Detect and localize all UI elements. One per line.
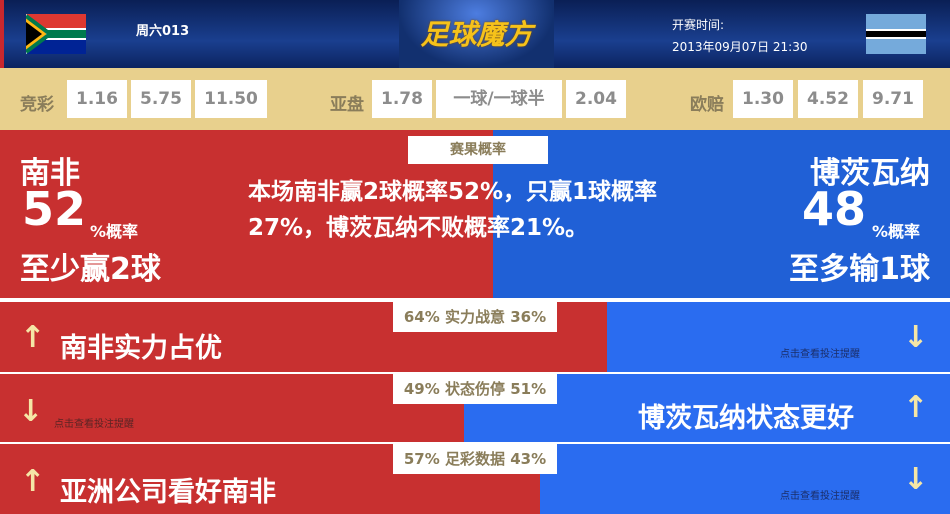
row-label: 57% 足彩数据 43% [393, 444, 557, 474]
oz-odd-draw: 4.52 [798, 80, 858, 118]
yp-odd-away: 2.04 [566, 80, 626, 118]
away-pct: 48 [802, 182, 867, 236]
match-number: 周六013 [136, 24, 190, 39]
odds-bar: 竞彩 1.16 5.75 11.50 亚盘 1.78 一球/一球半 2.04 欧… [0, 68, 950, 130]
bet-hint-link[interactable]: 点击查看投注提醒 [780, 349, 860, 360]
botswana-flag-icon [866, 14, 926, 54]
jc-label: 竞彩 [20, 95, 54, 115]
home-bar [0, 374, 464, 442]
jc-odd-home: 1.16 [67, 80, 127, 118]
away-name: 博茨瓦纳 [810, 156, 930, 191]
row-lottery[interactable]: 57% 足彩数据 43% ↑ 亚洲公司看好南非 点击查看投注提醒 ↓ [0, 444, 950, 514]
oz-odd-home: 1.30 [733, 80, 793, 118]
kickoff-label: 开赛时间: [672, 18, 725, 32]
logo: 足球魔方 [399, 0, 554, 68]
home-desc: 至少赢2球 [20, 252, 161, 287]
row-strength[interactable]: 64% 实力战意 36% ↑ 南非实力占优 点击查看投注提醒 ↓ [0, 302, 950, 372]
home-text: 南非实力占优 [60, 333, 222, 364]
arrow-down-icon: ↓ [903, 320, 929, 355]
row-label: 49% 状态伤停 51% [393, 374, 557, 404]
arrow-down-icon: ↓ [18, 394, 44, 429]
bet-hint-link[interactable]: 点击查看投注提醒 [54, 419, 134, 430]
arrow-down-icon: ↓ [903, 462, 929, 497]
away-text: 博茨瓦纳状态更好 [638, 403, 854, 434]
jc-odd-draw: 5.75 [131, 80, 191, 118]
away-pct-suffix: %概率 [872, 222, 921, 241]
jc-odd-away: 11.50 [195, 80, 267, 118]
arrow-up-icon: ↑ [20, 320, 46, 355]
match-header: 周六013 足球魔方 开赛时间: 2013年09月07日 21:30 [0, 0, 950, 68]
row-label: 64% 实力战意 36% [393, 302, 557, 332]
row-form[interactable]: 49% 状态伤停 51% ↓ 点击查看投注提醒 博茨瓦纳状态更好 ↑ [0, 374, 950, 442]
bet-hint-link[interactable]: 点击查看投注提醒 [780, 491, 860, 502]
home-name: 南非 [20, 156, 80, 191]
arrow-up-icon: ↑ [20, 464, 46, 499]
kickoff-time: 2013年09月07日 21:30 [672, 40, 808, 54]
summary-text: 本场南非赢2球概率52%，只赢1球概率27%，博茨瓦纳不败概率21%。 [248, 179, 658, 241]
oz-label: 欧赔 [690, 95, 724, 115]
yp-odd-home: 1.78 [372, 80, 432, 118]
arrow-up-icon: ↑ [903, 390, 929, 425]
south-africa-flag-icon [26, 14, 86, 54]
result-tag: 赛果概率 [408, 136, 548, 164]
away-desc: 至多输1球 [789, 252, 930, 287]
home-pct: 52 [22, 182, 87, 236]
home-text: 亚洲公司看好南非 [60, 477, 276, 508]
oz-odd-away: 9.71 [863, 80, 923, 118]
yp-label: 亚盘 [330, 95, 364, 115]
home-pct-suffix: %概率 [90, 222, 139, 241]
yp-handicap: 一球/一球半 [436, 80, 562, 118]
